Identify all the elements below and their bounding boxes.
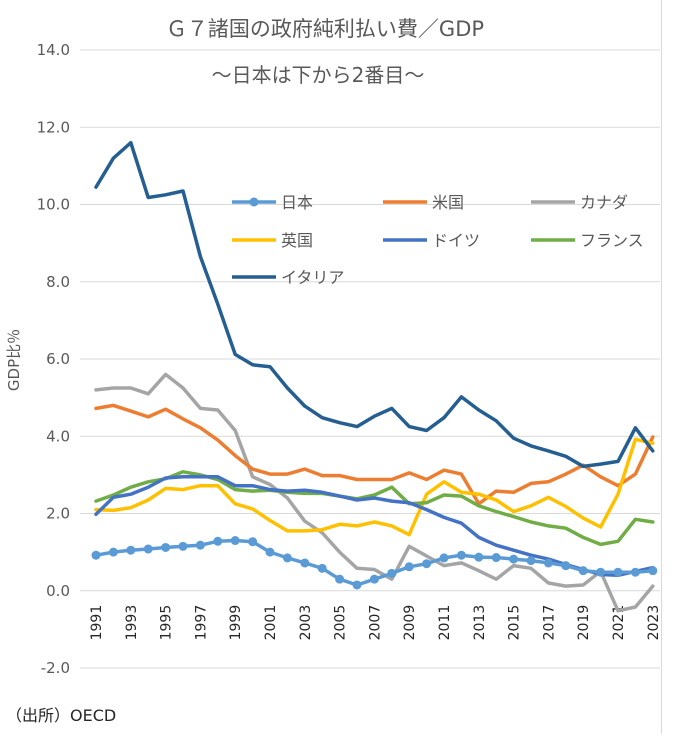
data-point <box>526 556 536 566</box>
x-tick-label: 2011 <box>437 605 453 641</box>
y-tick-label: 2.0 <box>46 505 70 523</box>
data-point <box>630 567 640 577</box>
series-line-5 <box>94 475 655 578</box>
x-tick-label: 1993 <box>124 605 140 641</box>
x-tick-label: 2003 <box>298 605 314 641</box>
series-lines <box>91 140 658 613</box>
x-axis-ticks: 1991 1993 1995 1997 1999 2001 2003 2005 2007 2009… <box>89 605 662 641</box>
y-tick-label: 0.0 <box>46 582 70 600</box>
data-point <box>613 567 623 577</box>
data-point <box>161 542 171 552</box>
x-tick-label: 2023 <box>646 605 662 641</box>
chart-subtitle: ～日本は下から2番目～ <box>212 63 425 87</box>
data-point <box>282 553 292 563</box>
data-point <box>178 541 188 551</box>
x-tick-label: 1991 <box>89 605 105 641</box>
chart-frame: Ｇ７諸国の政府純利払い費／GDP ～日本は下から2番目～ GDP比％ -2.0 0… <box>5 0 662 734</box>
data-point <box>369 574 379 584</box>
data-point <box>596 567 606 577</box>
data-point <box>387 568 397 578</box>
x-tick-label: 2013 <box>472 605 488 641</box>
y-tick-label: 4.0 <box>46 427 70 445</box>
x-tick-label: 2001 <box>263 605 279 641</box>
data-point <box>491 553 501 563</box>
x-tick-label: 1995 <box>159 605 175 641</box>
legend-label: ドイツ <box>432 231 480 250</box>
data-point <box>230 536 240 546</box>
data-point <box>404 562 414 572</box>
legend-marker <box>249 197 259 207</box>
data-point <box>456 550 466 560</box>
chart-title: Ｇ７諸国の政府純利払い費／GDP <box>166 17 484 41</box>
data-point <box>91 550 101 560</box>
data-point <box>213 536 223 546</box>
data-point <box>143 544 153 554</box>
data-point <box>543 558 553 568</box>
y-tick-label: 14.0 <box>37 41 70 59</box>
x-tick-label: 2019 <box>576 605 592 641</box>
x-tick-label: 2021 <box>611 605 627 641</box>
data-point <box>248 537 258 547</box>
data-point <box>300 558 310 568</box>
gridlines <box>80 49 660 669</box>
series-line-7 <box>94 140 655 469</box>
legend-label: フランス <box>580 231 644 250</box>
series-line-4 <box>94 437 655 537</box>
data-point <box>578 566 588 576</box>
legend-label: 米国 <box>432 193 464 212</box>
series-line-3 <box>94 372 655 613</box>
x-tick-label: 2007 <box>367 605 383 641</box>
y-tick-label: 8.0 <box>46 273 70 291</box>
x-tick-label: 2017 <box>541 605 557 641</box>
series-line-2 <box>94 403 655 506</box>
data-point <box>352 580 362 590</box>
data-point <box>439 553 449 563</box>
y-tick-label: 10.0 <box>37 196 70 214</box>
data-point <box>317 563 327 573</box>
data-point <box>648 566 658 576</box>
data-point <box>474 552 484 562</box>
legend-label: 日本 <box>281 193 313 212</box>
x-tick-label: 2009 <box>402 605 418 641</box>
x-tick-label: 2015 <box>507 605 523 641</box>
y-tick-label: 12.0 <box>37 118 70 136</box>
series-line-6 <box>94 470 655 547</box>
y-axis-label: GDP比％ <box>5 329 23 391</box>
data-point <box>422 559 432 569</box>
data-point <box>265 547 275 557</box>
legend-label: 英国 <box>281 231 313 250</box>
source-note: （出所）OECD <box>6 706 116 725</box>
data-point <box>561 561 571 571</box>
legend-label: カナダ <box>580 193 628 212</box>
legend-label: イタリア <box>281 268 344 287</box>
data-point <box>195 540 205 550</box>
x-tick-label: 1997 <box>193 605 209 641</box>
x-tick-label: 1999 <box>228 605 244 641</box>
data-point <box>509 554 519 564</box>
line-chart: Ｇ７諸国の政府純利払い費／GDP ～日本は下から2番目～ GDP比％ -2.0 0… <box>5 17 662 725</box>
y-tick-label: -2.0 <box>41 659 70 677</box>
y-axis-ticks: -2.0 0.0 2.0 4.0 6.0 8.0 10.0 12.0 14.0 <box>37 41 70 677</box>
y-tick-label: 6.0 <box>46 350 70 368</box>
x-tick-label: 2005 <box>333 605 349 641</box>
data-point <box>126 545 136 555</box>
data-point <box>108 547 118 557</box>
data-point <box>335 574 345 584</box>
